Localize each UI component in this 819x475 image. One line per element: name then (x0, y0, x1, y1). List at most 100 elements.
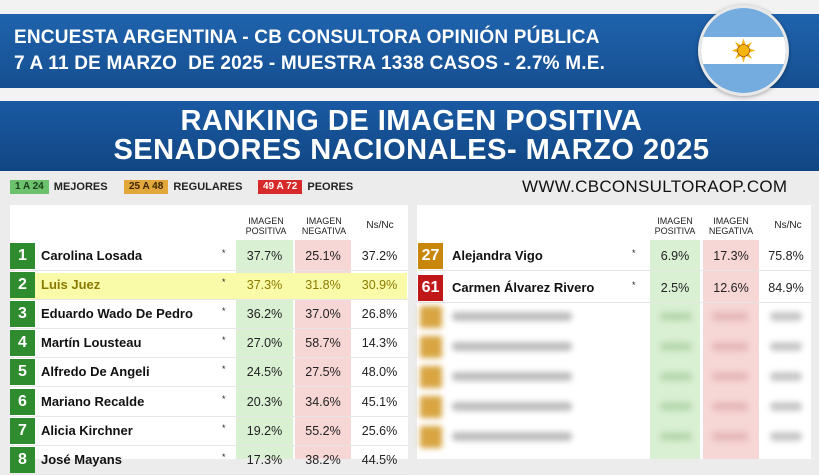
blurred-row-placeholder (420, 426, 442, 448)
blurred-row-placeholder (660, 402, 692, 411)
row-divider (10, 444, 408, 446)
negative-value: 34.6% (305, 394, 341, 409)
nsnc-value: 37.2% (361, 249, 398, 263)
rank-badge: 27 (418, 243, 443, 269)
row-divider (10, 328, 408, 330)
right-negative-header: IMAGEN NEGATIVA (703, 216, 759, 236)
positive-value: 27.0% (246, 336, 283, 351)
blurred-row-placeholder (660, 342, 692, 351)
row-divider (10, 270, 408, 271)
blurred-row-placeholder (712, 372, 748, 381)
blurred-row-placeholder (452, 372, 572, 381)
nsnc-value: 75.8% (768, 249, 804, 263)
header-word: NEGATIVA (708, 226, 754, 236)
row-divider (10, 299, 408, 301)
website-url: WWW.CBCONSULTORAOP.COM (522, 177, 788, 196)
nsnc-value: 25.6% (361, 423, 398, 438)
blurred-row-placeholder (712, 432, 748, 441)
negative-value: 37.0% (305, 307, 341, 322)
legend-chip-regular: 25 A 48 (124, 180, 169, 194)
blurred-row-placeholder (712, 402, 748, 411)
table-row: 27 Alejandra Vigo * 6.9% 17.3% 75.8% (418, 243, 812, 271)
blurred-row-placeholder (660, 372, 692, 381)
rank-badge: 3 (10, 301, 35, 328)
negative-value: 17.3% (713, 249, 749, 263)
legend-label-worst: PEORES (307, 180, 354, 193)
positive-value: 36.2% (246, 307, 283, 322)
header-word: IMAGEN (306, 216, 342, 226)
nsnc-value: 44.5% (361, 452, 398, 467)
rank-badge: 8 (10, 446, 35, 473)
right-positive-header: IMAGEN POSITIVA (648, 216, 702, 236)
header-word: IMAGEN (248, 216, 284, 226)
legend-chip-worst: 49 A 72 (258, 180, 303, 194)
row-divider (418, 270, 812, 271)
marker-asterisk: * (222, 393, 226, 404)
legend-regular: 25 A 48 REGULARES (124, 180, 242, 195)
legend-best: 1 A 24 MEJORES (10, 180, 108, 195)
row-divider (10, 415, 408, 417)
table-row: 7 Alicia Kirchner * 19.2% 55.2% 25.6% (10, 417, 408, 446)
blurred-row-placeholder (770, 312, 802, 321)
negative-value: 55.2% (305, 423, 341, 438)
blurred-row-placeholder (452, 312, 572, 321)
blurred-row-placeholder (712, 342, 748, 351)
survey-header: ENCUESTA ARGENTINA - CB CONSULTORA OPINI… (0, 14, 819, 88)
marker-asterisk: * (222, 422, 226, 433)
positive-value: 20.3% (246, 394, 283, 409)
marker-asterisk: * (222, 364, 226, 375)
blurred-row-placeholder (420, 366, 442, 388)
ranking-title: RANKING DE IMAGEN POSITIVA (180, 105, 643, 137)
nsnc-value: 14.3% (361, 336, 398, 351)
blurred-row-placeholder (770, 342, 802, 351)
negative-value: 25.1% (305, 249, 341, 263)
nsnc-value: 45.1% (361, 394, 398, 409)
left-nsnc-header: Ns/Nc (366, 220, 394, 231)
blurred-row-placeholder (770, 402, 802, 411)
table-row: 8 José Mayans * 17.3% 38.2% 44.5% (10, 446, 408, 475)
marker-asterisk: * (222, 335, 226, 346)
senator-name: Carolina Losada (41, 248, 143, 263)
senator-name: Martín Lousteau (41, 335, 142, 351)
senator-name: Eduardo Wado De Pedro (41, 306, 193, 322)
positive-value: 6.9% (660, 249, 690, 263)
negative-value: 58.7% (305, 336, 341, 351)
blurred-row-placeholder (770, 372, 802, 381)
rank-badge: 1 (10, 243, 35, 269)
ranking-subtitle: SENADORES NACIONALES- MARZO 2025 (113, 134, 710, 166)
positive-value: 24.5% (246, 365, 283, 380)
positive-value: 37.7% (246, 249, 283, 263)
negative-value: 27.5% (305, 365, 341, 380)
rank-badge: 61 (418, 275, 443, 301)
table-row: 61 Carmen Álvarez Rivero * 2.5% 12.6% 84.9% (418, 275, 812, 303)
negative-value: 38.2% (305, 452, 341, 467)
rank-badge: 5 (10, 359, 35, 386)
marker-asterisk: * (222, 306, 226, 317)
ranking-header: RANKING DE IMAGEN POSITIVA SENADORES NAC… (0, 101, 819, 171)
table-row: 5 Alfredo De Angeli * 24.5% 27.5% 48.0% (10, 359, 408, 388)
nsnc-value: 26.8% (361, 307, 398, 322)
blurred-row-placeholder (452, 402, 572, 411)
table-row: 6 Mariano Recalde * 20.3% 34.6% 45.1% (10, 388, 408, 417)
header-word: IMAGEN (657, 216, 693, 226)
blurred-row-placeholder (420, 336, 442, 358)
senator-name: Alicia Kirchner (41, 422, 133, 438)
negative-value: 12.6% (713, 281, 749, 295)
survey-details: 7 A 11 DE MARZO DE 2025 - MUESTRA 1338 C… (14, 53, 606, 74)
senator-name: Alfredo De Angeli (41, 364, 150, 380)
row-divider (418, 302, 812, 303)
senator-name: Luis Juez (41, 277, 101, 293)
negative-value: 31.8% (305, 278, 341, 293)
blurred-row-placeholder (660, 432, 692, 441)
legend-worst: 49 A 72 PEORES (258, 180, 353, 195)
survey-title: ENCUESTA ARGENTINA - CB CONSULTORA OPINI… (14, 27, 600, 48)
highlight-row-luis-juez (10, 273, 407, 300)
rank-badge: 7 (10, 417, 35, 444)
left-negative-header: IMAGEN NEGATIVA (296, 216, 352, 236)
nsnc-value: 30.9% (361, 278, 398, 293)
header-word: NEGATIVA (301, 226, 347, 236)
legend-label-best: MEJORES (53, 180, 108, 193)
senator-name: Alejandra Vigo (452, 248, 543, 263)
header-word: POSITIVA (654, 226, 696, 236)
argentina-flag-icon (698, 5, 789, 96)
